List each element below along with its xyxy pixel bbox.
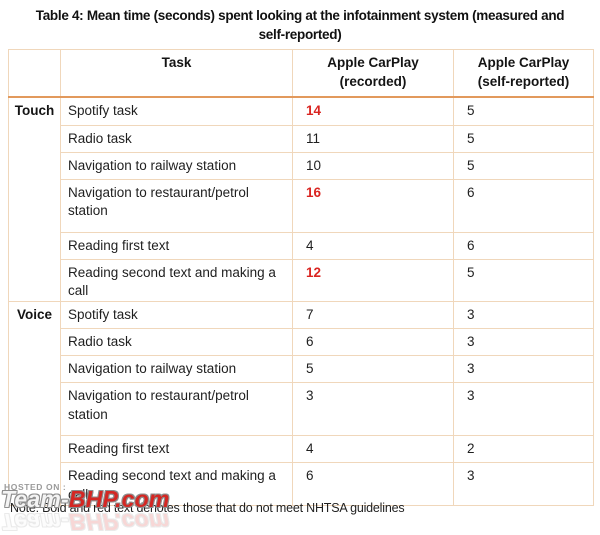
table-row: Voice Spotify task 7 3 (8, 301, 594, 507)
column-header-recorded: Apple CarPlay (recorded) (292, 49, 454, 99)
footnote: Note: Bold and red text denotes those th… (10, 501, 405, 515)
self-reported-cell: 3 (453, 355, 594, 384)
table-title-line1: Table 4: Mean time (seconds) spent looki… (35, 8, 565, 23)
task-cell: Radio task (60, 328, 293, 357)
data-table: Task Apple CarPlay (recorded) Apple CarP… (8, 49, 594, 507)
self-reported-cell: 3 (453, 462, 594, 507)
category-cell-touch: Touch (8, 96, 61, 303)
self-reported-cell: 3 (453, 328, 594, 357)
recorded-cell: 4 (292, 231, 454, 260)
recorded-cell: 3 (292, 382, 454, 437)
column-header-category (8, 49, 61, 99)
self-reported-cell: 2 (453, 435, 594, 464)
header-row: Task Apple CarPlay (recorded) Apple CarP… (8, 49, 594, 99)
table-row: Radio task 11 5 (9, 124, 594, 153)
table-row: Navigation to restaurant/petrol station … (9, 382, 594, 437)
self-reported-cell: 3 (453, 301, 594, 330)
recorded-cell: 6 (292, 328, 454, 357)
table-row: Navigation to restaurant/petrol station … (9, 178, 594, 233)
hosted-on-label: HOSTED ON : (4, 482, 67, 492)
category-cell-voice: Voice (8, 301, 61, 507)
recorded-cell: 7 (292, 301, 454, 330)
teambhp-logo: Team-BHP.com (1, 486, 170, 513)
self-reported-cell: 6 (453, 231, 594, 260)
task-cell: Spotify task (60, 96, 293, 126)
self-reported-cell: 5 (453, 96, 594, 126)
table-row: Reading first text 4 2 (9, 435, 594, 464)
table-row: Reading second text and making a call 6 … (9, 462, 594, 507)
recorded-cell: 16 (292, 178, 454, 233)
table-row: Reading second text and making a call 12… (9, 258, 594, 303)
task-cell: Navigation to restaurant/petrol station (60, 178, 293, 233)
task-cell: Reading second text and making a call (60, 258, 293, 303)
task-cell: Radio task (60, 124, 293, 153)
task-cell: Reading second text and making a call (60, 462, 293, 507)
task-cell: Spotify task (60, 301, 293, 330)
recorded-cell: 14 (292, 96, 454, 126)
task-cell: Navigation to railway station (60, 151, 293, 180)
column-header-task: Task (60, 49, 293, 99)
table-title: Table 4: Mean time (seconds) spent looki… (0, 0, 600, 49)
table-row: Navigation to railway station 5 3 (9, 355, 594, 384)
column-header-self-reported: Apple CarPlay (self-reported) (453, 49, 594, 99)
recorded-cell: 5 (292, 355, 454, 384)
self-reported-cell: 5 (453, 124, 594, 153)
self-reported-cell: 5 (453, 258, 594, 303)
recorded-cell: 11 (292, 124, 454, 153)
table-row: Touch Spotify task 14 5 (8, 96, 594, 303)
recorded-cell: 10 (292, 151, 454, 180)
teambhp-logo-team: Team- (1, 486, 69, 512)
recorded-cell: 6 (292, 462, 454, 507)
recorded-cell: 12 (292, 258, 454, 303)
task-cell: Navigation to restaurant/petrol station (60, 382, 293, 437)
self-reported-cell: 3 (453, 382, 594, 437)
self-reported-cell: 6 (453, 178, 594, 233)
table-row: Radio task 6 3 (9, 328, 594, 357)
teambhp-logo-bhp: BHP.com (68, 486, 170, 512)
table-title-line2: self-reported) (258, 26, 342, 42)
task-cell: Reading first text (60, 435, 293, 464)
self-reported-cell: 5 (453, 151, 594, 180)
table-row: Reading first text 4 6 (9, 231, 594, 260)
recorded-cell: 4 (292, 435, 454, 464)
task-cell: Reading first text (60, 231, 293, 260)
task-cell: Navigation to railway station (60, 355, 293, 384)
table-row: Navigation to railway station 10 5 (9, 151, 594, 180)
